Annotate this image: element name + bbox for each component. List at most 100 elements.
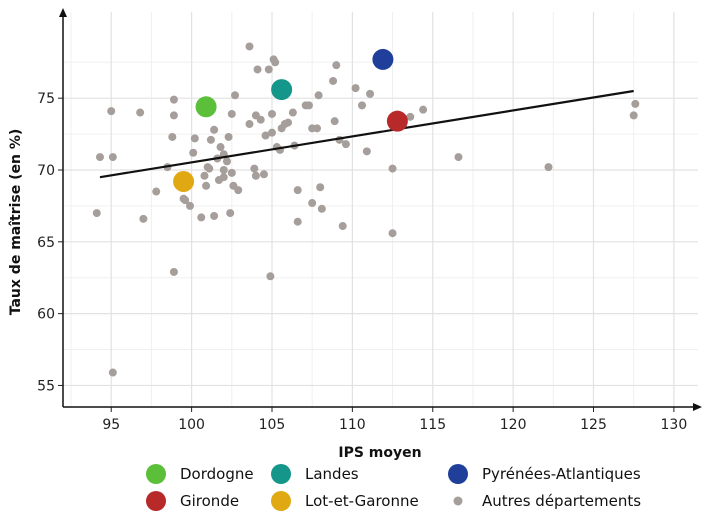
data-point-other (419, 105, 428, 114)
data-point-other (454, 153, 463, 162)
x-tick-label: 130 (661, 417, 688, 433)
data-point-other (251, 171, 260, 180)
data-point-other (362, 147, 371, 156)
data-point-other (205, 164, 214, 173)
data-point-other (253, 65, 262, 74)
data-point-other (222, 157, 231, 166)
data-point-other (271, 58, 280, 67)
x-tick-label: 115 (419, 417, 446, 433)
legend-marker (453, 496, 463, 506)
data-point-other (197, 213, 206, 222)
data-point-other (152, 187, 161, 196)
x-tick-label: 125 (580, 417, 607, 433)
data-point-other (245, 120, 254, 129)
data-point-other (330, 117, 339, 126)
data-point-other (329, 76, 338, 85)
y-tick-label: 65 (37, 235, 55, 251)
data-point-other (200, 171, 209, 180)
data-point-other (267, 109, 276, 118)
data-point-other (544, 163, 553, 172)
axes: 95 100 105 110 115 120 125 130 55 60 65 70 75 (37, 8, 702, 433)
data-point-other (293, 217, 302, 226)
y-tick-label: 75 (37, 91, 55, 107)
data-point-other (314, 91, 323, 100)
data-point-other (288, 108, 297, 117)
data-point-other (629, 111, 638, 120)
data-point-other (169, 111, 178, 120)
data-point-other (256, 115, 265, 124)
data-point-other (317, 204, 326, 213)
data-point-landes (271, 79, 293, 101)
x-axis-title: IPS moyen (338, 445, 421, 461)
data-point-other (210, 211, 219, 220)
data-point-other (139, 214, 148, 223)
data-point-other (631, 99, 640, 108)
data-point-pyr-n-es-atlantiques (372, 48, 394, 70)
y-tick-label: 55 (37, 378, 55, 394)
legend-label: Landes (305, 465, 359, 483)
data-point-other (284, 118, 293, 127)
legend-marker (448, 464, 468, 484)
data-point-other (406, 112, 415, 121)
data-point-other (388, 229, 397, 238)
data-point-other (219, 173, 228, 182)
data-point-other (190, 134, 199, 143)
data-point-other (388, 164, 397, 173)
data-point-other (206, 135, 215, 144)
data-point-other (226, 209, 235, 218)
legend-marker (271, 464, 291, 484)
data-point-other (227, 168, 236, 177)
data-point-other (108, 368, 117, 377)
data-point-other (169, 267, 178, 276)
data-point-other (136, 108, 145, 117)
data-point-other (313, 124, 321, 133)
data-point-other (234, 186, 243, 195)
data-point-other (210, 125, 219, 134)
legend-label: Gironde (180, 492, 239, 510)
data-point-other (108, 153, 117, 162)
data-point-other (202, 181, 211, 190)
data-point-other (231, 91, 240, 100)
data-point-other (332, 61, 341, 70)
data-point-other (316, 183, 325, 192)
data-point-other (261, 131, 270, 140)
points-group (92, 42, 640, 377)
x-tick-label: 100 (178, 417, 205, 433)
data-point-other (293, 186, 302, 195)
data-point-other (264, 65, 273, 74)
legend: Dordogne Landes Pyrénées-Atlantiques Girond… (146, 464, 641, 511)
data-point-other (189, 148, 198, 157)
data-point-other (338, 222, 347, 231)
trend-line (99, 89, 634, 179)
data-point-other (181, 196, 190, 205)
data-point-lot-et-garonne (173, 170, 195, 192)
data-point-other (95, 153, 104, 162)
data-point-dordogne (195, 96, 217, 118)
data-point-other (245, 42, 254, 51)
legend-marker (146, 464, 166, 484)
data-point-other (168, 132, 177, 141)
y-axis-title: Taux de maîtrise (en %) (8, 129, 24, 316)
data-point-other (227, 109, 236, 118)
y-tick-label: 60 (37, 307, 55, 323)
x-tick-label: 95 (102, 417, 120, 433)
data-point-other (107, 107, 116, 116)
data-point-other (267, 128, 276, 137)
data-point-other (366, 89, 375, 98)
y-axis-arrow-icon (59, 8, 67, 17)
data-point-other (92, 209, 101, 218)
legend-label: Dordogne (180, 465, 254, 483)
data-point-other (186, 201, 194, 210)
data-point-other (358, 101, 367, 110)
data-point-other (308, 199, 317, 208)
data-point-other (169, 95, 178, 104)
data-point-other (219, 166, 228, 174)
x-tick-label: 120 (500, 417, 527, 433)
legend-marker (271, 491, 291, 511)
legend-marker (146, 491, 166, 511)
data-point-gironde (386, 110, 408, 132)
y-tick-label: 70 (37, 163, 55, 179)
data-point-other (259, 170, 268, 179)
data-point-other (266, 272, 275, 281)
